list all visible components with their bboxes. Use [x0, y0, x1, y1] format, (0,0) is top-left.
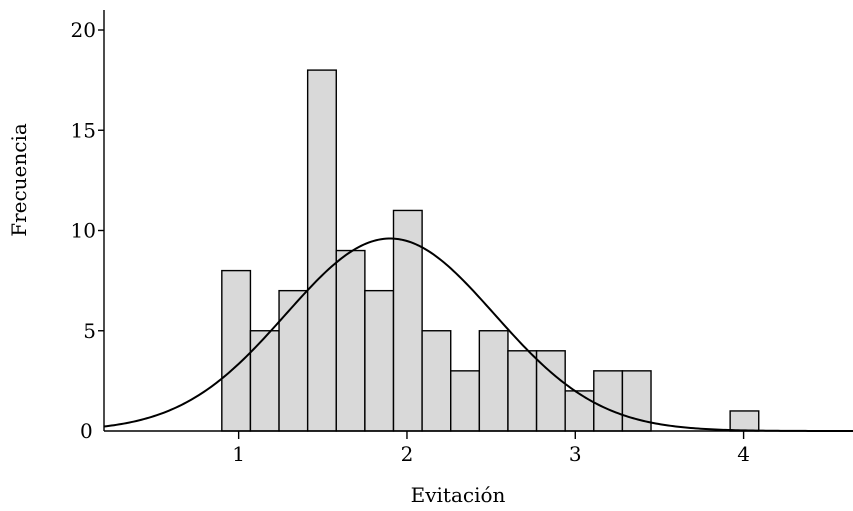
histogram-bar: [729, 410, 760, 432]
histogram-bar: [249, 330, 280, 432]
histogram-bar: [306, 69, 337, 432]
x-axis-ticks: 1 2 3 4: [232, 431, 750, 466]
histogram-bar: [507, 350, 538, 432]
histogram-bar: [392, 209, 423, 432]
histogram-bar: [364, 289, 395, 432]
y-tick-label: 10: [71, 219, 96, 243]
y-tick-label: 20: [71, 18, 96, 42]
y-tick-label: 5: [83, 319, 96, 343]
histogram-bar: [335, 249, 366, 432]
histogram-bar: [278, 289, 309, 432]
histogram-bar: [421, 330, 452, 432]
x-tick-label: 1: [232, 442, 245, 466]
histogram-bar: [221, 269, 252, 432]
y-tick-label: 15: [71, 118, 96, 142]
y-axis-title: Frecuencia: [7, 123, 31, 237]
y-axis-ticks: 0 5 10 15 20: [71, 18, 104, 443]
x-tick-label: 4: [737, 442, 750, 466]
histogram-bar: [450, 370, 481, 432]
histogram-bar: [478, 330, 509, 432]
x-tick-label: 2: [401, 442, 414, 466]
x-tick-label: 3: [569, 442, 582, 466]
normal-distribution-curve: [103, 237, 853, 432]
histogram-bar: [564, 390, 595, 432]
y-tick-label: 0: [80, 419, 93, 443]
histogram-bar: [593, 370, 624, 432]
histogram-bars: [221, 69, 760, 432]
x-axis-title: Evitación: [411, 483, 506, 507]
